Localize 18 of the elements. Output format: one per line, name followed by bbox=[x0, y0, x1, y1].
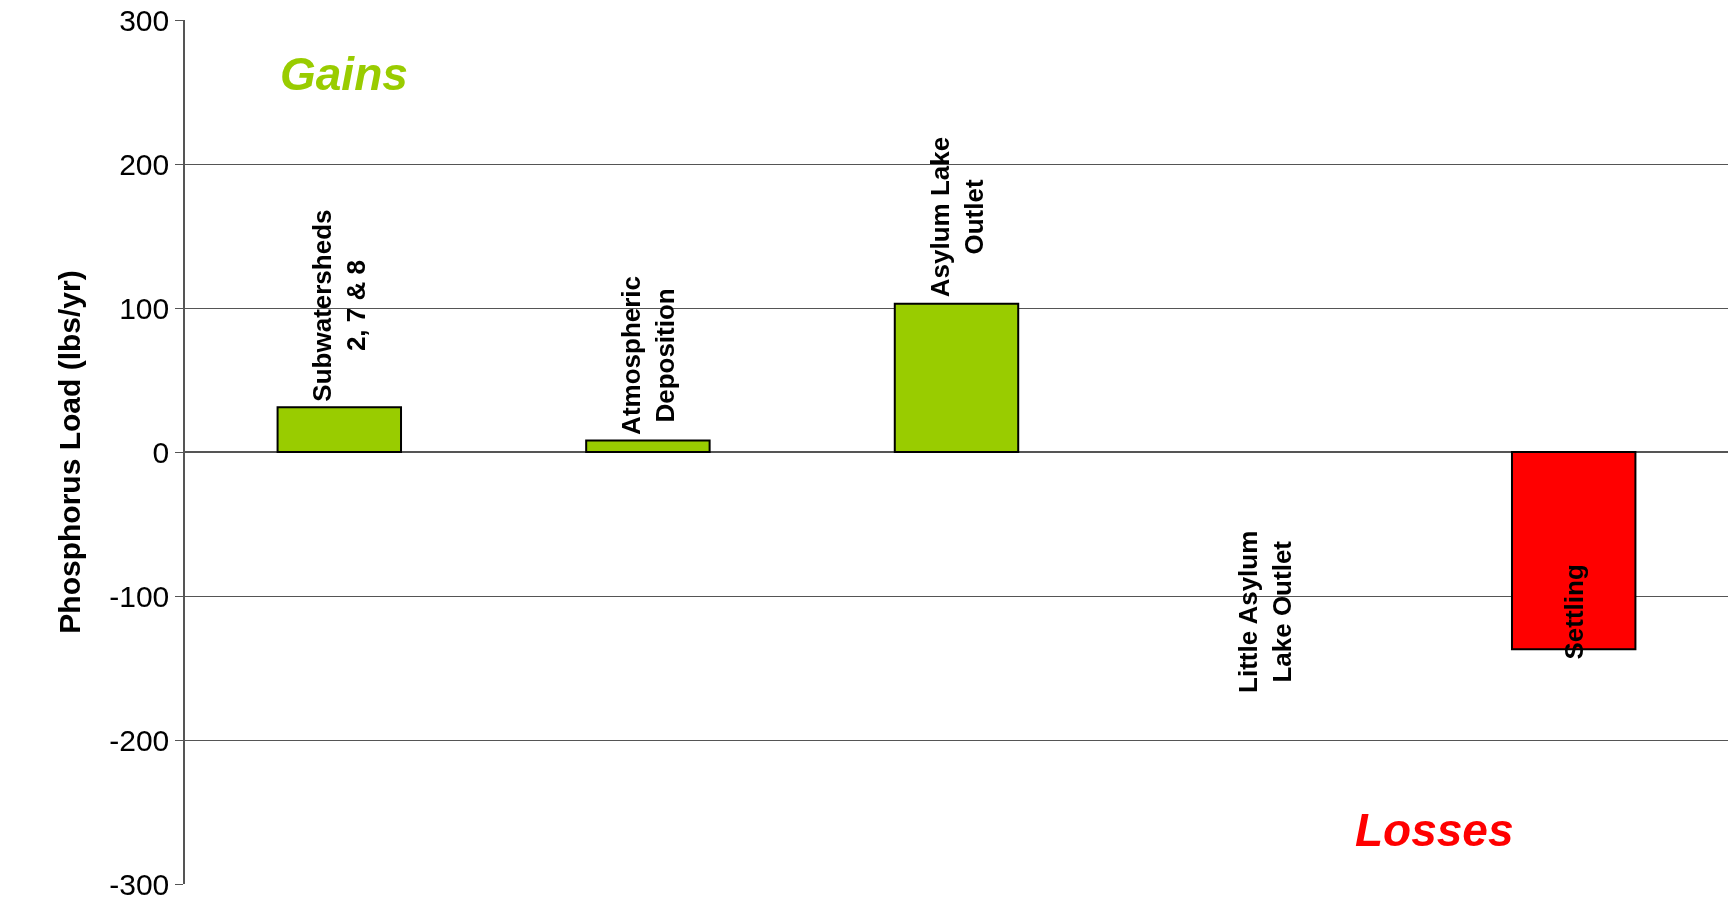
x-tick-label: Atmospheric Deposition bbox=[615, 275, 680, 435]
y-tick-label: -100 bbox=[109, 579, 170, 613]
y-tick-label: 100 bbox=[119, 291, 170, 325]
x-tick-label: Little Asylum Lake Outlet bbox=[1233, 530, 1298, 693]
y-tick-label: 0 bbox=[152, 435, 170, 469]
y-tick-label: 200 bbox=[119, 147, 170, 181]
x-tick-label: Asylum Lake Outlet bbox=[924, 136, 989, 298]
annotation: Losses bbox=[1355, 804, 1514, 856]
y-axis-title: Phosphorus Load (lbs/yr) bbox=[52, 270, 86, 634]
annotation: Gains bbox=[280, 48, 408, 100]
x-tick-label: Subwatersheds 2, 7 & 8 bbox=[306, 209, 371, 402]
bar bbox=[276, 406, 403, 453]
y-tick-label: 300 bbox=[119, 3, 170, 37]
x-tick-label: Settling bbox=[1558, 564, 1589, 660]
bar bbox=[893, 302, 1020, 453]
y-tick-label: -200 bbox=[109, 723, 170, 757]
bar bbox=[585, 439, 711, 453]
y-tick-label: -300 bbox=[109, 867, 170, 901]
